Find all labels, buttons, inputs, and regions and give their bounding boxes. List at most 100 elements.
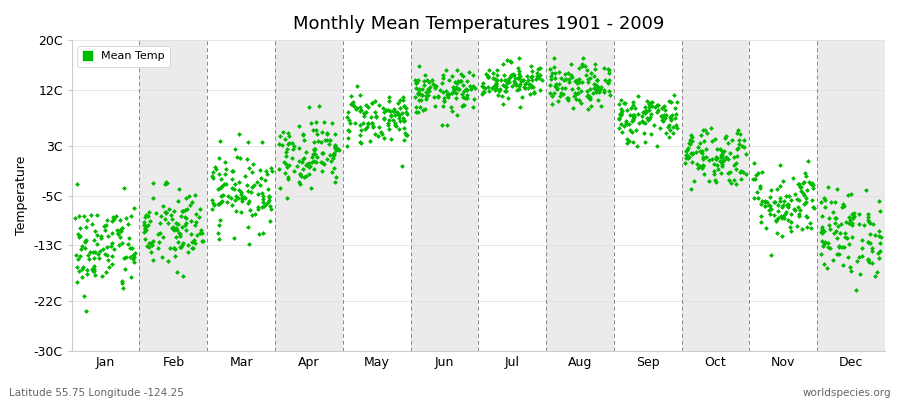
- Point: [92, 254, 106, 261]
- Point: [141, 240, 156, 246]
- Point: [318, 136, 332, 143]
- Point: [422, 88, 436, 94]
- Point: [708, 155, 723, 162]
- Point: [796, 180, 811, 186]
- Point: [491, 72, 505, 78]
- Point: [597, 88, 611, 95]
- Point: [160, 180, 175, 186]
- Point: [799, 214, 814, 220]
- Point: [736, 169, 751, 175]
- Point: [454, 103, 469, 109]
- Point: [278, 170, 293, 176]
- Point: [437, 98, 452, 105]
- Point: [357, 110, 372, 116]
- Point: [449, 90, 464, 97]
- Point: [770, 202, 785, 208]
- Point: [272, 166, 286, 172]
- Point: [797, 200, 812, 206]
- Point: [845, 234, 859, 240]
- Point: [804, 225, 818, 232]
- Point: [769, 216, 783, 223]
- Point: [274, 132, 288, 139]
- Point: [173, 233, 187, 239]
- Point: [569, 90, 583, 97]
- Point: [636, 130, 651, 136]
- Point: [488, 86, 502, 93]
- Point: [408, 94, 422, 100]
- Point: [823, 244, 837, 251]
- Point: [280, 195, 294, 202]
- Point: [81, 252, 95, 259]
- Point: [354, 107, 368, 114]
- Point: [245, 184, 259, 190]
- Point: [568, 90, 582, 96]
- Point: [431, 94, 446, 100]
- Bar: [410, 40, 479, 351]
- Point: [111, 229, 125, 236]
- Point: [245, 169, 259, 176]
- Point: [309, 127, 323, 134]
- Point: [184, 199, 199, 205]
- Point: [100, 244, 114, 250]
- Point: [90, 241, 104, 248]
- Point: [168, 225, 183, 231]
- Point: [868, 232, 882, 238]
- Point: [826, 208, 841, 215]
- Point: [575, 79, 590, 86]
- Point: [104, 253, 119, 259]
- Point: [831, 223, 845, 229]
- Point: [155, 254, 169, 260]
- Point: [360, 124, 374, 130]
- Point: [164, 212, 178, 218]
- Point: [586, 90, 600, 96]
- Point: [286, 143, 301, 150]
- Point: [697, 154, 711, 160]
- Point: [683, 141, 698, 148]
- Point: [642, 101, 656, 107]
- Point: [823, 226, 837, 232]
- Point: [491, 87, 506, 93]
- Point: [466, 72, 481, 78]
- Point: [558, 70, 572, 77]
- Point: [364, 120, 379, 127]
- Point: [428, 83, 442, 89]
- Point: [839, 219, 853, 226]
- Point: [618, 120, 633, 126]
- Point: [710, 155, 724, 162]
- Point: [411, 87, 426, 94]
- Point: [489, 84, 503, 91]
- Point: [455, 73, 470, 80]
- Point: [224, 184, 238, 191]
- Point: [69, 251, 84, 258]
- Point: [101, 233, 115, 239]
- Point: [272, 141, 286, 147]
- Point: [415, 92, 429, 98]
- Point: [865, 245, 879, 251]
- Point: [366, 124, 381, 131]
- Point: [805, 197, 819, 204]
- Point: [123, 244, 138, 251]
- Point: [387, 108, 401, 114]
- Point: [696, 163, 710, 170]
- Point: [278, 161, 293, 168]
- Point: [844, 267, 859, 274]
- Point: [781, 192, 796, 199]
- Point: [508, 80, 522, 86]
- Point: [658, 114, 672, 121]
- Point: [600, 79, 615, 86]
- Point: [781, 204, 796, 210]
- Point: [304, 120, 319, 126]
- Point: [166, 245, 181, 251]
- Point: [641, 117, 655, 124]
- Point: [441, 90, 455, 97]
- Point: [172, 230, 186, 236]
- Point: [100, 217, 114, 223]
- Point: [716, 148, 731, 154]
- Point: [814, 250, 828, 257]
- Point: [169, 220, 184, 226]
- Point: [601, 80, 616, 86]
- Point: [527, 89, 542, 96]
- Point: [614, 106, 628, 112]
- Point: [560, 94, 574, 101]
- Point: [695, 148, 709, 154]
